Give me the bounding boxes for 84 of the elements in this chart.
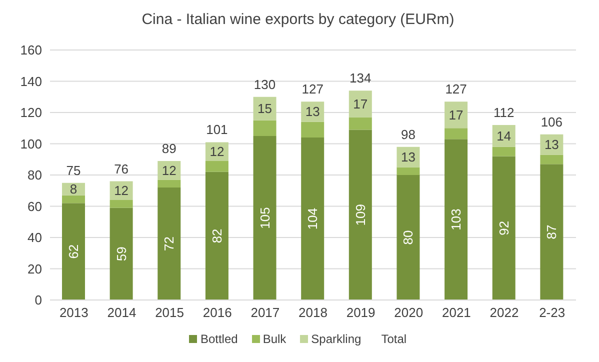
x-tick-label: 2013: [59, 305, 88, 320]
bar: [348, 117, 372, 130]
total-label: 127: [445, 82, 467, 97]
bar: [444, 128, 468, 140]
y-tick-label: 0: [34, 292, 42, 308]
x-tick-label: 2017: [250, 305, 280, 320]
y-tick-label: 20: [28, 261, 42, 276]
data-label: 104: [305, 208, 320, 230]
chart-title: Cina - Italian wine exports by category (EURm): [140, 10, 456, 30]
y-tick-label: 80: [28, 168, 42, 183]
total-label: 101: [206, 122, 228, 138]
bar: [62, 203, 85, 300]
data-label: 13: [544, 137, 559, 152]
bar: [205, 172, 228, 300]
x-tick-label: 2020: [394, 305, 424, 320]
x-tick-label: 2-23: [539, 305, 566, 320]
total-label: 134: [350, 70, 372, 86]
total-label: 127: [302, 82, 324, 97]
legend-label: Sparkling: [310, 332, 362, 346]
data-label: 62: [66, 244, 81, 259]
bar: [158, 180, 181, 188]
total-label: 76: [114, 161, 129, 176]
total-label: 98: [400, 126, 416, 142]
data-label: 87: [544, 224, 560, 240]
data-label: 105: [257, 207, 272, 229]
bar: [348, 130, 372, 300]
bar: [158, 188, 181, 300]
data-label: 82: [209, 228, 224, 244]
x-tick-label: 2021: [442, 305, 471, 320]
data-label: 17: [353, 96, 368, 112]
y-tick-label: 40: [28, 230, 42, 246]
bar: [396, 167, 420, 175]
bar: [540, 154, 564, 164]
bar: [492, 156, 516, 300]
total-label: 106: [540, 114, 563, 130]
data-label: 80: [400, 230, 416, 245]
x-tick-label: 2022: [490, 305, 519, 320]
data-label: 15: [258, 101, 272, 116]
y-tick-label: 160: [20, 42, 42, 58]
y-tick-label: 140: [20, 74, 42, 89]
bar: [62, 195, 85, 204]
y-tick-label: 120: [20, 105, 42, 120]
bar: [301, 138, 324, 300]
y-tick-label: 100: [20, 136, 42, 152]
data-label: 13: [400, 150, 416, 165]
text: Total: [381, 332, 407, 346]
bar: [110, 208, 133, 300]
data-label: 12: [114, 183, 129, 198]
data-label: 103: [448, 208, 464, 230]
bar: [396, 175, 420, 300]
bar: [492, 146, 516, 156]
x-tick-label: 2014: [107, 305, 136, 320]
total-label: 89: [162, 140, 176, 156]
bar: [301, 122, 324, 138]
data-label: 8: [70, 182, 78, 197]
bar: [444, 139, 468, 300]
bar: [348, 90, 372, 118]
bar: [253, 120, 276, 136]
data-label: 13: [305, 104, 320, 120]
data-label: 109: [352, 204, 368, 226]
data-label: 72: [162, 236, 177, 251]
total-label: 75: [66, 162, 81, 178]
bar: [110, 200, 133, 208]
legend-label: Bottled: [199, 332, 238, 346]
data-label: 92: [496, 220, 512, 236]
bar: [205, 160, 228, 172]
y-tick-label: 60: [28, 198, 42, 214]
bar: [492, 125, 516, 147]
data-label: 17: [448, 107, 464, 122]
legend-label: Bulk: [262, 332, 286, 346]
data-label: 59: [114, 246, 129, 262]
data-label: 12: [210, 144, 224, 160]
data-label: 12: [162, 162, 176, 178]
total-label: 130: [254, 76, 276, 92]
bar: [444, 102, 468, 128]
bar: [253, 96, 276, 120]
total-label: 112: [493, 105, 514, 120]
x-tick-label: 2018: [298, 305, 328, 320]
bar: [540, 164, 564, 300]
data-label: 14: [496, 128, 512, 144]
bar: [253, 136, 276, 300]
x-tick-label: 2015: [155, 305, 184, 320]
x-tick-label: 2019: [346, 305, 376, 320]
x-tick-label: 2016: [202, 305, 232, 320]
